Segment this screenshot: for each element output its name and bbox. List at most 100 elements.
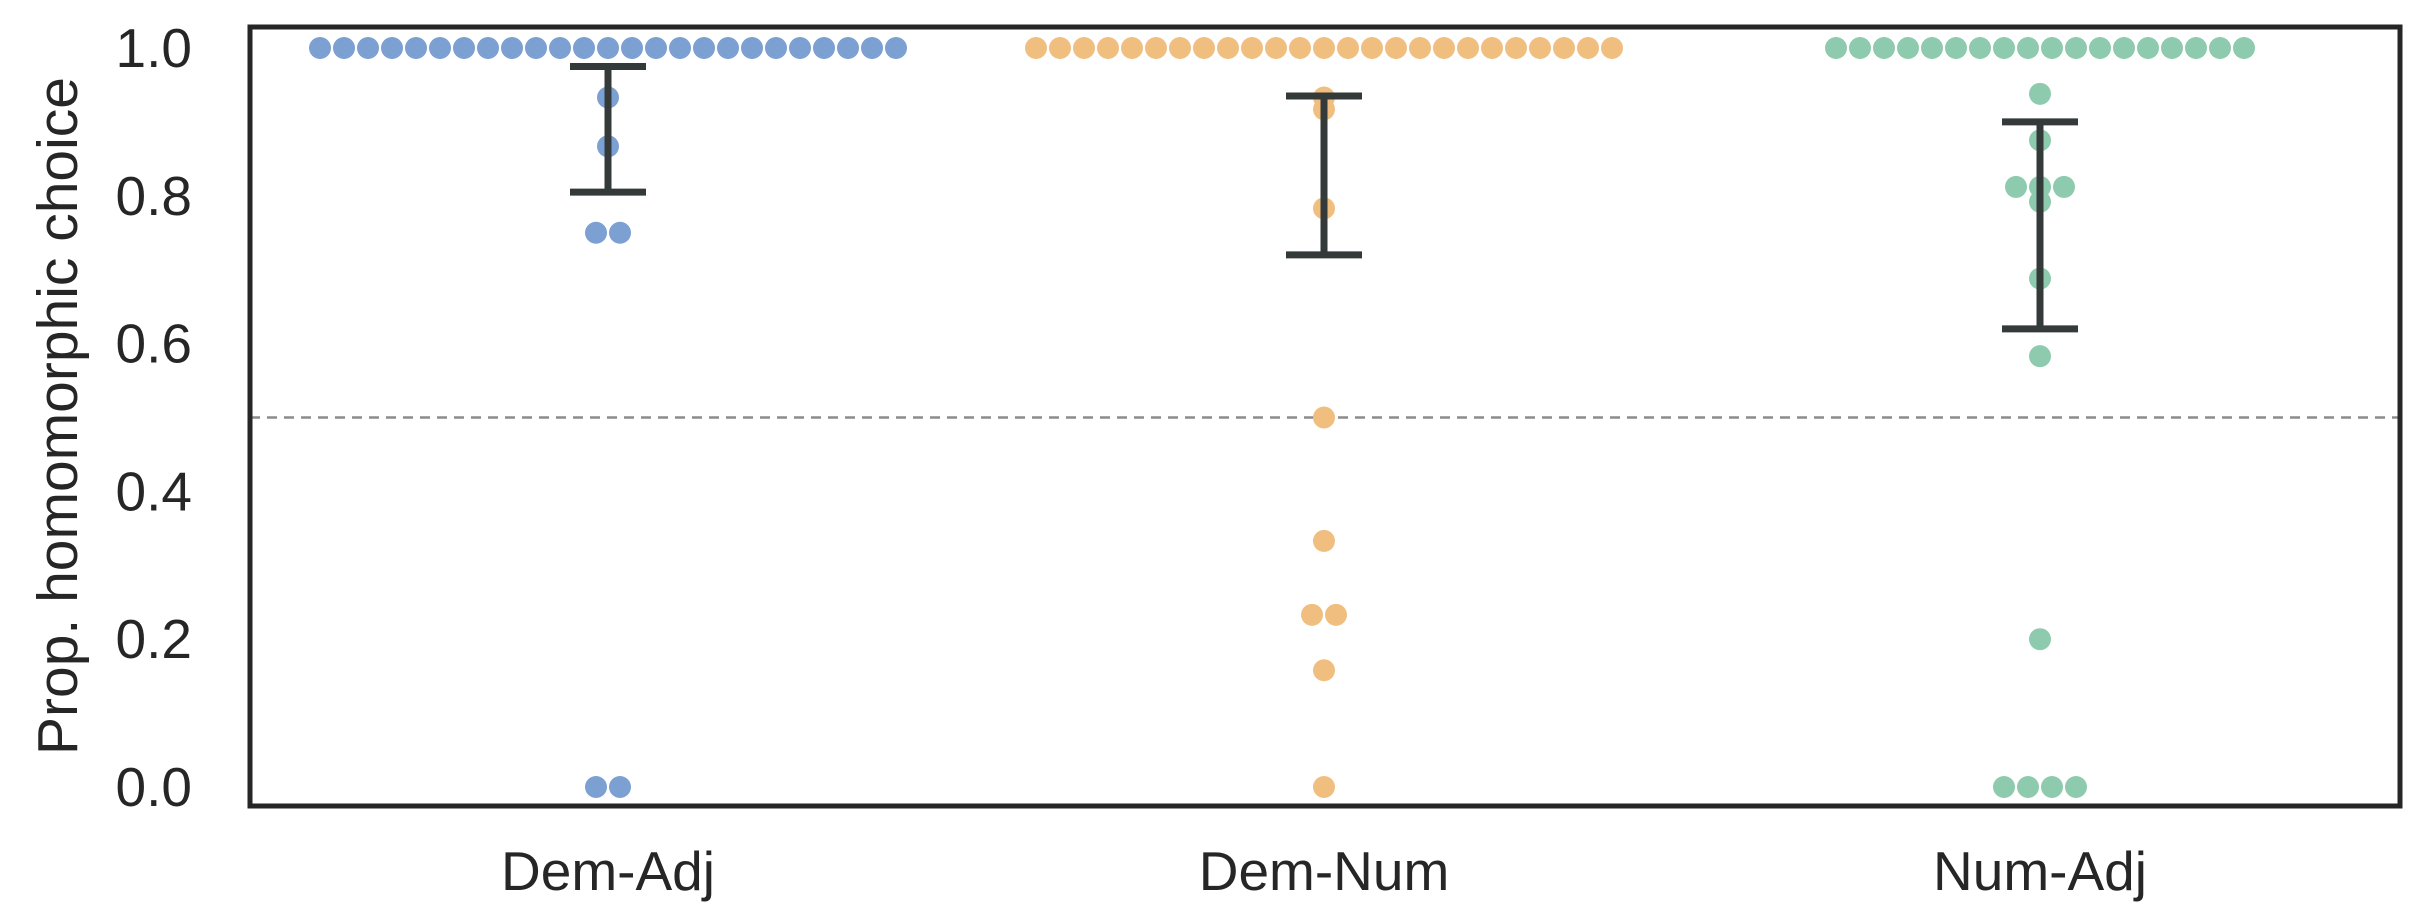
- data-point: [1457, 37, 1479, 59]
- data-point: [2029, 628, 2051, 651]
- data-point: [1849, 37, 1871, 59]
- data-point: [1265, 37, 1287, 59]
- data-point: [1481, 37, 1503, 59]
- data-point: [1409, 37, 1431, 59]
- data-point: [573, 37, 595, 59]
- data-point: [1361, 37, 1383, 59]
- data-point: [357, 37, 379, 59]
- data-point: [1921, 37, 1943, 59]
- data-point: [405, 37, 427, 59]
- data-point: [2089, 37, 2111, 59]
- data-point: [1385, 37, 1407, 59]
- data-point: [1969, 37, 1991, 59]
- data-point: [2041, 37, 2063, 59]
- data-point: [1529, 37, 1551, 59]
- data-point: [1025, 37, 1047, 59]
- data-point: [1217, 37, 1239, 59]
- y-tick-labels: 0.0 0.2 0.4 0.6 0.8 1.0: [116, 17, 192, 818]
- data-point: [1145, 37, 1167, 59]
- x-tick-label: Num-Adj: [1933, 840, 2147, 902]
- data-point: [837, 37, 859, 59]
- plot-frame: [247, 24, 2403, 809]
- y-tick-label: 0.6: [116, 313, 192, 375]
- y-axis-label: Prop. homomorphic choice: [26, 77, 90, 755]
- data-point: [1241, 37, 1263, 59]
- data-point: [1169, 37, 1191, 59]
- data-point: [621, 37, 643, 59]
- x-tick-label: Dem-Num: [1199, 840, 1450, 902]
- data-point: [645, 37, 667, 59]
- data-point: [1577, 37, 1599, 59]
- data-point: [1313, 37, 1335, 59]
- y-tick-label: 0.4: [116, 460, 192, 522]
- y-tick-label: 0.2: [116, 608, 192, 670]
- y-tick-label: 0.8: [116, 165, 192, 227]
- data-point: [381, 37, 403, 59]
- data-point: [609, 776, 631, 798]
- data-point: [309, 37, 331, 59]
- data-point: [885, 37, 907, 59]
- data-point: [1073, 37, 1095, 59]
- data-point: [1897, 37, 1919, 59]
- data-point: [1601, 37, 1623, 59]
- data-point: [717, 37, 739, 59]
- data-point: [1337, 37, 1359, 59]
- data-point: [1313, 659, 1335, 682]
- data-point: [1121, 37, 1143, 59]
- data-point: [585, 776, 607, 798]
- data-point: [1825, 37, 1847, 59]
- data-point: [597, 37, 619, 59]
- data-point: [1289, 37, 1311, 59]
- x-tick-label: Dem-Adj: [501, 840, 715, 902]
- data-point: [2137, 37, 2159, 59]
- data-point: [2065, 37, 2087, 59]
- data-point: [2233, 37, 2255, 59]
- data-point: [1313, 529, 1335, 552]
- data-point: [789, 37, 811, 59]
- error-bars-layer: [570, 62, 2078, 333]
- data-point: [477, 37, 499, 59]
- data-point: [2029, 82, 2051, 105]
- data-point: [2041, 776, 2063, 798]
- data-point: [669, 37, 691, 59]
- data-point: [2065, 776, 2087, 798]
- data-point: [861, 37, 883, 59]
- data-point: [1313, 406, 1335, 429]
- data-point: [1873, 37, 1895, 59]
- data-point: [501, 37, 523, 59]
- data-point: [453, 37, 475, 59]
- y-tick-label: 1.0: [116, 17, 192, 79]
- data-point: [1193, 37, 1215, 59]
- data-point: [1553, 37, 1575, 59]
- data-point: [2053, 175, 2075, 198]
- data-point: [1301, 603, 1323, 626]
- data-point: [2185, 37, 2207, 59]
- data-point: [2017, 37, 2039, 59]
- data-point: [1945, 37, 1967, 59]
- data-point: [1993, 776, 2015, 798]
- data-points-layer: [309, 37, 2255, 798]
- data-point: [741, 37, 763, 59]
- data-point: [2161, 37, 2183, 59]
- y-tick-label: 0.0: [116, 756, 192, 818]
- data-point: [2113, 37, 2135, 59]
- data-point: [585, 221, 607, 244]
- data-point: [333, 37, 355, 59]
- data-point: [1993, 37, 2015, 59]
- data-point: [1097, 37, 1119, 59]
- x-tick-labels: Dem-Adj Dem-Num Num-Adj: [501, 840, 2147, 902]
- data-point: [525, 37, 547, 59]
- data-point: [1313, 776, 1335, 798]
- data-point: [2029, 345, 2051, 368]
- data-point: [1325, 603, 1347, 626]
- data-point: [429, 37, 451, 59]
- data-point: [609, 221, 631, 244]
- data-point: [2017, 776, 2039, 798]
- data-point: [549, 37, 571, 59]
- data-point: [1433, 37, 1455, 59]
- data-point: [1049, 37, 1071, 59]
- data-point: [813, 37, 835, 59]
- data-point: [2209, 37, 2231, 59]
- data-point: [765, 37, 787, 59]
